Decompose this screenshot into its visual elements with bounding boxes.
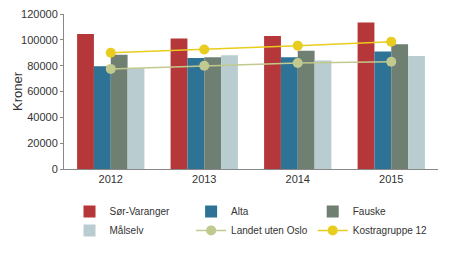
svg-text:2015: 2015 — [379, 173, 403, 185]
svg-text:Sør-Varanger: Sør-Varanger — [110, 206, 171, 217]
svg-text:2013: 2013 — [192, 173, 216, 185]
svg-text:2014: 2014 — [286, 173, 310, 185]
svg-text:100000: 100000 — [21, 34, 58, 46]
svg-text:Alta: Alta — [231, 206, 249, 217]
svg-text:2012: 2012 — [99, 173, 123, 185]
svg-text:Kostragruppe 12: Kostragruppe 12 — [353, 225, 427, 236]
svg-text:120000: 120000 — [21, 8, 58, 20]
svg-text:Målselv: Målselv — [110, 225, 144, 236]
svg-text:40000: 40000 — [27, 111, 58, 123]
svg-text:20000: 20000 — [27, 137, 58, 149]
svg-text:Fauske: Fauske — [353, 206, 386, 217]
svg-text:60000: 60000 — [27, 85, 58, 97]
svg-text:80000: 80000 — [27, 60, 58, 72]
svg-text:Kroner: Kroner — [10, 71, 25, 111]
svg-text:0: 0 — [52, 163, 58, 175]
svg-text:Landet uten Oslo: Landet uten Oslo — [231, 225, 308, 236]
